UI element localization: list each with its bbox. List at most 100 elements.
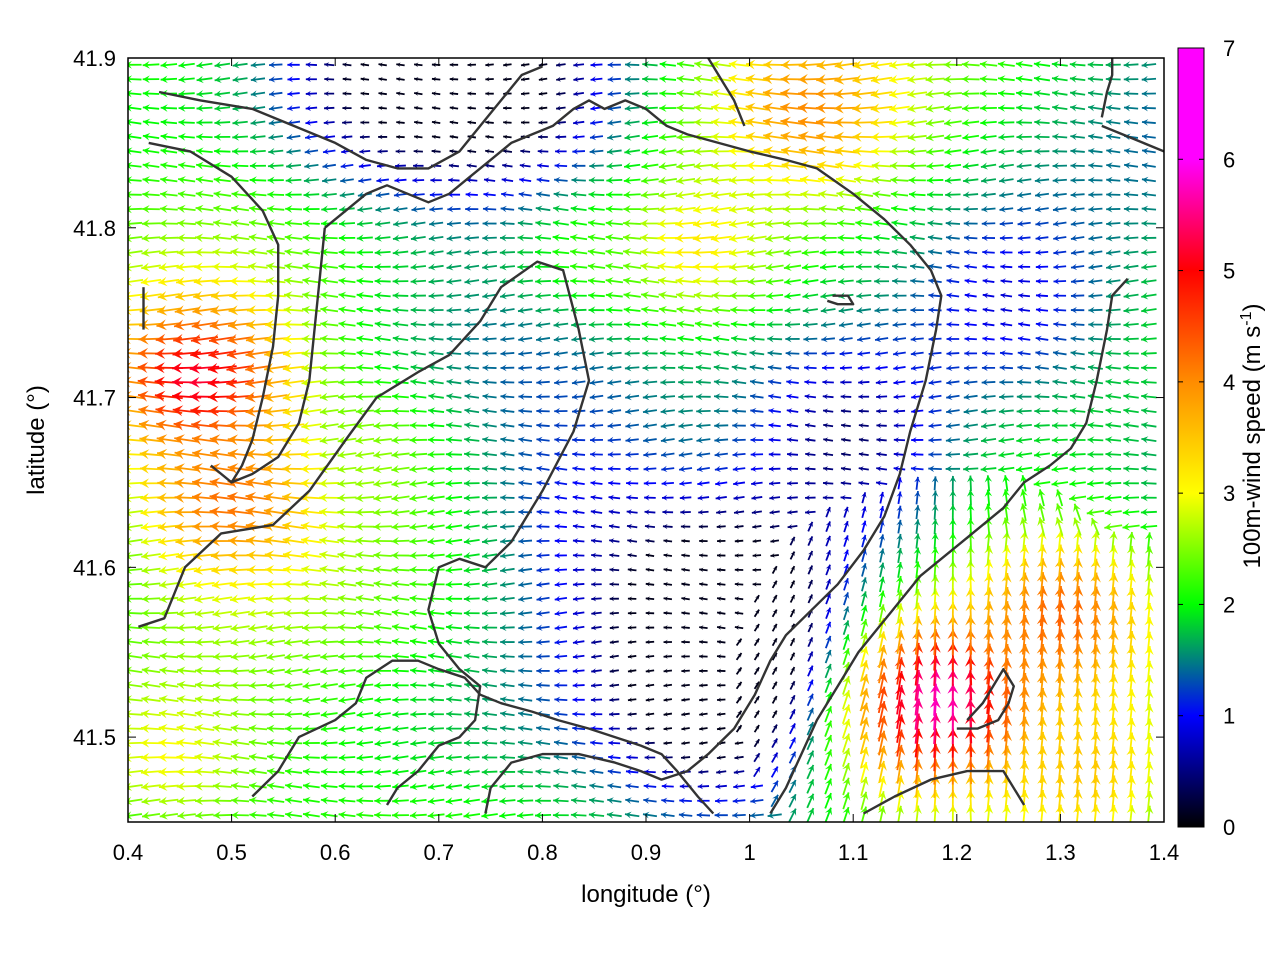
wind-arrow — [391, 464, 410, 474]
wind-arrow — [839, 350, 853, 357]
wind-arrow — [640, 291, 659, 300]
wind-arrow — [519, 163, 531, 169]
wind-arrow — [177, 219, 196, 228]
wind-arrow — [446, 234, 462, 242]
wind-arrow — [752, 553, 762, 558]
wind-arrow — [500, 306, 515, 314]
wind-arrow — [245, 477, 271, 489]
wind-arrow — [716, 726, 726, 731]
wind-arrow — [392, 725, 409, 733]
wind-arrow — [246, 305, 269, 316]
wind-arrow — [697, 494, 710, 501]
wind-arrow — [1015, 465, 1033, 473]
wind-arrow — [554, 436, 568, 444]
wind-arrow — [1105, 407, 1122, 415]
wind-arrow — [445, 465, 463, 473]
wind-arrow — [645, 711, 655, 717]
wind-arrow — [745, 74, 768, 84]
wind-arrow — [356, 811, 374, 819]
wind-arrow — [518, 710, 533, 718]
wind-arrow — [1051, 75, 1068, 83]
wind-arrow — [266, 753, 285, 762]
wind-arrow — [357, 220, 373, 228]
wind-arrow — [806, 764, 815, 780]
wind-arrow — [609, 654, 619, 659]
wind-arrow — [141, 609, 161, 618]
wind-arrow — [265, 608, 286, 618]
wind-arrow — [734, 755, 744, 760]
wind-arrow — [892, 350, 906, 357]
wind-arrow — [785, 364, 800, 371]
wind-arrow — [195, 811, 214, 820]
wind-arrow — [360, 62, 370, 67]
wind-arrow — [697, 783, 710, 790]
wind-arrow — [771, 738, 779, 749]
wind-arrow — [553, 205, 569, 213]
wind-arrow — [303, 176, 319, 184]
wind-arrow — [536, 364, 550, 372]
wind-arrow — [681, 683, 690, 688]
wind-arrow — [609, 639, 619, 645]
wind-arrow — [284, 233, 303, 242]
wind-arrow — [1019, 558, 1030, 582]
wind-arrow — [876, 700, 888, 728]
wind-arrow — [320, 681, 338, 690]
wind-arrow — [874, 306, 889, 314]
wind-arrow — [607, 393, 622, 401]
wind-arrow — [467, 62, 476, 68]
wind-arrow — [931, 504, 939, 520]
wind-arrow — [1105, 450, 1122, 459]
wind-arrow — [607, 90, 621, 97]
y-tick-label: 41.6 — [73, 555, 116, 580]
wind-arrow — [770, 794, 779, 808]
wind-arrow — [624, 335, 640, 343]
wind-arrow — [803, 350, 817, 357]
wind-arrow — [392, 681, 409, 690]
wind-arrow — [449, 91, 459, 96]
wind-arrow — [783, 219, 802, 228]
wind-arrow — [572, 567, 585, 573]
wind-arrow — [356, 277, 374, 285]
wind-arrow — [128, 219, 143, 228]
wind-arrow — [716, 755, 726, 760]
wind-arrow — [928, 292, 942, 299]
wind-arrow — [1034, 118, 1050, 127]
wind-arrow — [570, 811, 587, 819]
wind-arrow — [156, 448, 181, 460]
x-tick-label: 0.4 — [113, 840, 144, 865]
wind-arrow — [875, 379, 888, 386]
wind-arrow — [409, 623, 427, 632]
wind-arrow — [536, 638, 550, 646]
wind-arrow — [1108, 674, 1119, 697]
wind-arrow — [842, 675, 851, 695]
wind-arrow — [177, 652, 197, 661]
wind-arrow — [1035, 206, 1049, 213]
wind-arrow — [249, 190, 267, 199]
wind-arrow — [728, 204, 750, 214]
wind-arrow — [482, 479, 498, 487]
wind-arrow — [1126, 602, 1137, 625]
wind-arrow — [499, 782, 516, 791]
wind-arrow — [266, 710, 285, 719]
wind-arrow — [823, 437, 834, 443]
wind-arrow — [482, 465, 498, 473]
wind-arrow — [266, 248, 286, 257]
wind-arrow — [645, 726, 655, 731]
wind-arrow — [1123, 335, 1139, 343]
wind-arrow — [908, 176, 926, 185]
x-tick-label: 1.2 — [942, 840, 973, 865]
wind-arrow — [716, 582, 726, 587]
wind-arrow — [392, 667, 409, 675]
wind-arrow — [303, 191, 320, 199]
wind-arrow — [627, 726, 638, 732]
wind-arrow — [500, 378, 515, 386]
wind-arrow — [980, 450, 997, 459]
wind-arrow — [572, 696, 585, 703]
wind-arrow — [431, 120, 441, 125]
wind-arrow — [658, 190, 678, 200]
wind-arrow — [982, 321, 995, 328]
wind-arrow — [663, 582, 673, 587]
wind-arrow — [409, 580, 428, 589]
wind-arrow — [319, 594, 339, 603]
wind-arrow — [176, 580, 197, 590]
